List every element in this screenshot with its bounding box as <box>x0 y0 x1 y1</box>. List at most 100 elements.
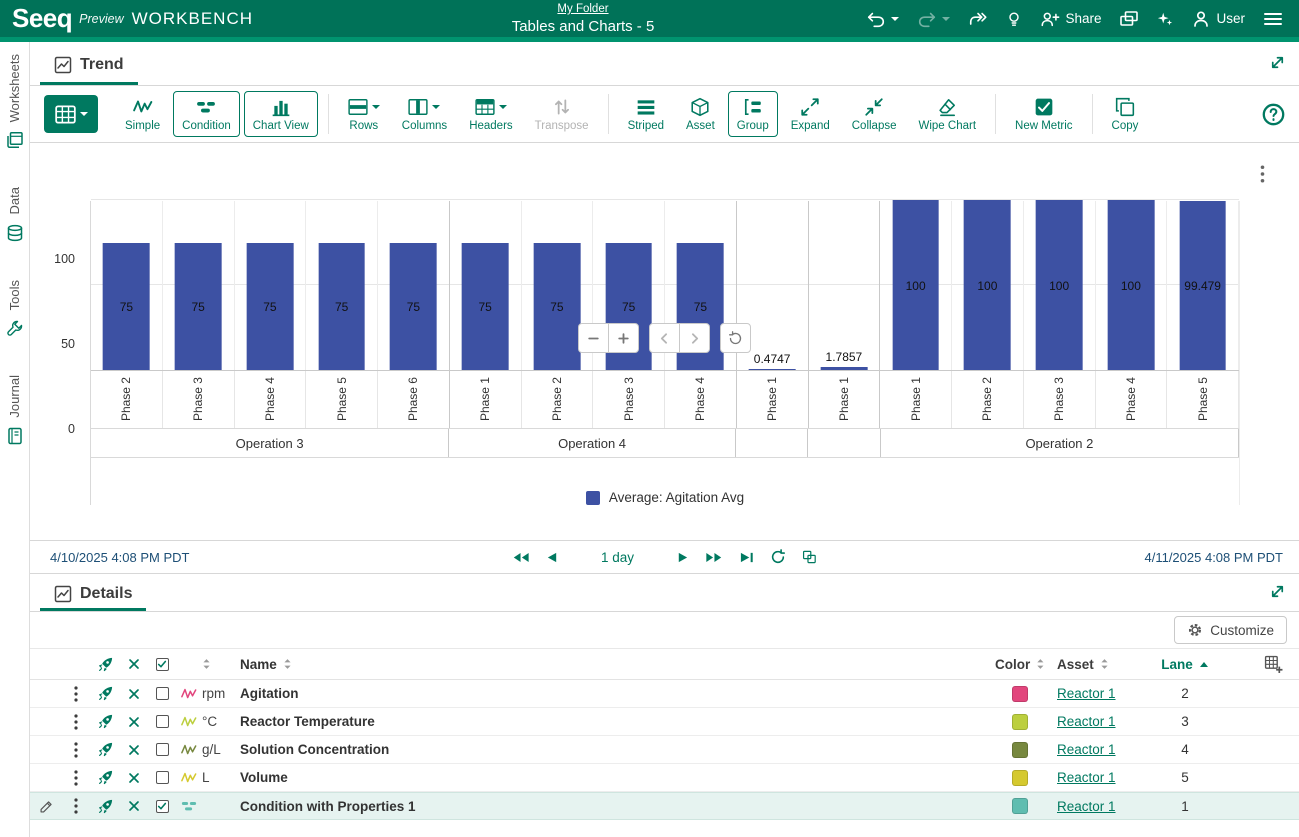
toolbar-table-type-button[interactable] <box>44 95 98 133</box>
bar[interactable] <box>748 369 796 370</box>
asset-link[interactable]: Reactor 1 <box>1057 798 1116 814</box>
bar[interactable] <box>820 366 868 370</box>
sidebar-item-journal[interactable]: Journal <box>6 375 24 445</box>
sidebar-item-worksheets[interactable]: Worksheets <box>6 54 24 149</box>
toolbar-copy-button[interactable]: Copy <box>1103 91 1148 137</box>
toolbar-transpose-button[interactable]: Transpose <box>526 91 598 137</box>
row-checkbox[interactable] <box>155 743 169 756</box>
details-row-2[interactable]: °C Reactor Temperature Reactor 1 3 <box>30 708 1299 736</box>
row-checkbox[interactable] <box>155 771 169 784</box>
details-row-5[interactable]: Condition with Properties 1 Reactor 1 1 <box>30 792 1299 820</box>
row-edit-cell[interactable] <box>30 793 62 819</box>
toolbar-chart-view-button[interactable]: Chart View <box>243 91 318 137</box>
range-end[interactable]: 4/11/2025 4:08 PM PDT <box>1144 549 1283 565</box>
row-remove-button[interactable] <box>120 736 148 763</box>
chart-bar-column[interactable]: 0.4747 <box>737 201 809 370</box>
copy-range-button[interactable] <box>802 549 818 565</box>
sidebar-item-data[interactable]: Data <box>6 187 24 242</box>
details-row-4[interactable]: L Volume Reactor 1 5 <box>30 764 1299 792</box>
row-investigate-button[interactable] <box>90 680 120 707</box>
bar[interactable] <box>103 242 150 370</box>
toolbar-rows-button[interactable]: Rows <box>339 91 389 137</box>
expand-trend-panel-icon[interactable] <box>1268 53 1287 72</box>
step-to-now-button[interactable] <box>739 551 754 564</box>
row-menu-button[interactable] <box>62 736 90 763</box>
select-all-checkbox[interactable] <box>155 657 169 671</box>
user-menu-button[interactable]: User <box>1191 10 1245 28</box>
chart-bar-column[interactable]: 75 <box>450 201 522 370</box>
details-row-3[interactable]: g/L Solution Concentration Reactor 1 4 <box>30 736 1299 764</box>
bar[interactable] <box>533 242 581 370</box>
row-menu-button[interactable] <box>62 793 90 819</box>
asset-link[interactable]: Reactor 1 <box>1057 714 1116 729</box>
forward-button[interactable] <box>968 10 988 28</box>
undo-button[interactable] <box>866 10 900 28</box>
hamburger-menu-button[interactable] <box>1263 10 1283 28</box>
header-select-column[interactable] <box>148 649 176 679</box>
header-unit-column[interactable] <box>202 649 238 679</box>
sidebar-item-tools[interactable]: Tools <box>6 280 24 337</box>
toolbar-columns-button[interactable]: Columns <box>393 91 456 137</box>
chart-bar-column[interactable]: 99.479 <box>1167 200 1239 370</box>
pan-left-button[interactable] <box>649 323 680 353</box>
color-swatch[interactable] <box>1012 741 1028 758</box>
zoom-out-button[interactable] <box>578 323 609 353</box>
bar[interactable] <box>461 242 509 370</box>
row-remove-button[interactable] <box>120 680 148 707</box>
toolbar-collapse-button[interactable]: Collapse <box>843 91 906 137</box>
chart-bar-column[interactable]: 75 <box>522 201 594 370</box>
row-color-cell[interactable] <box>995 736 1045 763</box>
bar[interactable] <box>318 242 365 370</box>
toolbar-group-button[interactable]: Group <box>727 91 778 137</box>
header-remove-column[interactable] <box>120 649 148 679</box>
row-color-cell[interactable] <box>995 680 1045 707</box>
row-investigate-button[interactable] <box>90 736 120 763</box>
suggestions-button[interactable] <box>1006 10 1022 28</box>
step-forward-button[interactable] <box>676 551 689 564</box>
row-menu-button[interactable] <box>62 708 90 735</box>
chart-bar-column[interactable]: 100 <box>880 200 952 370</box>
row-checkbox[interactable] <box>155 715 169 728</box>
row-menu-button[interactable] <box>62 680 90 707</box>
row-investigate-button[interactable] <box>90 793 120 819</box>
row-menu-button[interactable] <box>62 764 90 791</box>
bar[interactable] <box>892 200 939 370</box>
chart-bar-column[interactable]: 100 <box>1096 200 1168 370</box>
bar[interactable] <box>1107 200 1155 370</box>
asset-link[interactable]: Reactor 1 <box>1057 770 1116 785</box>
header-lane-column[interactable]: Lane <box>1140 649 1230 679</box>
bar[interactable] <box>1179 200 1226 370</box>
redo-caret-icon[interactable] <box>942 16 951 21</box>
chart-bar-column[interactable]: 75 <box>91 201 163 370</box>
toolbar-headers-button[interactable]: Headers <box>460 91 521 137</box>
zoom-in-button[interactable] <box>608 323 639 353</box>
chart-bar-column[interactable]: 75 <box>378 201 450 370</box>
row-color-cell[interactable] <box>995 708 1045 735</box>
pencil-icon[interactable] <box>39 799 54 814</box>
step-forward-fast-button[interactable] <box>705 551 723 564</box>
share-button[interactable]: Share <box>1040 10 1101 28</box>
toolbar-new-metric-button[interactable]: New Metric <box>1006 91 1082 137</box>
chart-bar-column[interactable]: 100 <box>952 200 1024 370</box>
asset-link[interactable]: Reactor 1 <box>1057 742 1116 757</box>
row-checkbox[interactable] <box>155 799 169 813</box>
header-color-column[interactable]: Color <box>995 649 1045 679</box>
reset-zoom-button[interactable] <box>720 323 751 353</box>
customize-button[interactable]: Customize <box>1174 616 1287 644</box>
bar[interactable] <box>246 242 294 370</box>
chart-bar-column[interactable]: 75 <box>163 201 235 370</box>
help-icon[interactable] <box>1262 103 1285 126</box>
toolbar-condition-button[interactable]: Condition <box>173 91 240 137</box>
chart-bar-column[interactable]: 75 <box>235 201 307 370</box>
present-button[interactable] <box>1119 10 1139 28</box>
row-checkbox[interactable] <box>155 687 169 700</box>
color-swatch[interactable] <box>1012 685 1028 702</box>
tab-trend[interactable]: Trend <box>40 47 138 85</box>
row-investigate-button[interactable] <box>90 764 120 791</box>
bar[interactable] <box>1035 200 1083 370</box>
row-color-cell[interactable] <box>995 764 1045 791</box>
expand-details-panel-icon[interactable] <box>1268 582 1287 601</box>
duration-label[interactable]: 1 day <box>600 549 635 565</box>
row-remove-button[interactable] <box>120 793 148 819</box>
toolbar-expand-button[interactable]: Expand <box>782 91 839 137</box>
